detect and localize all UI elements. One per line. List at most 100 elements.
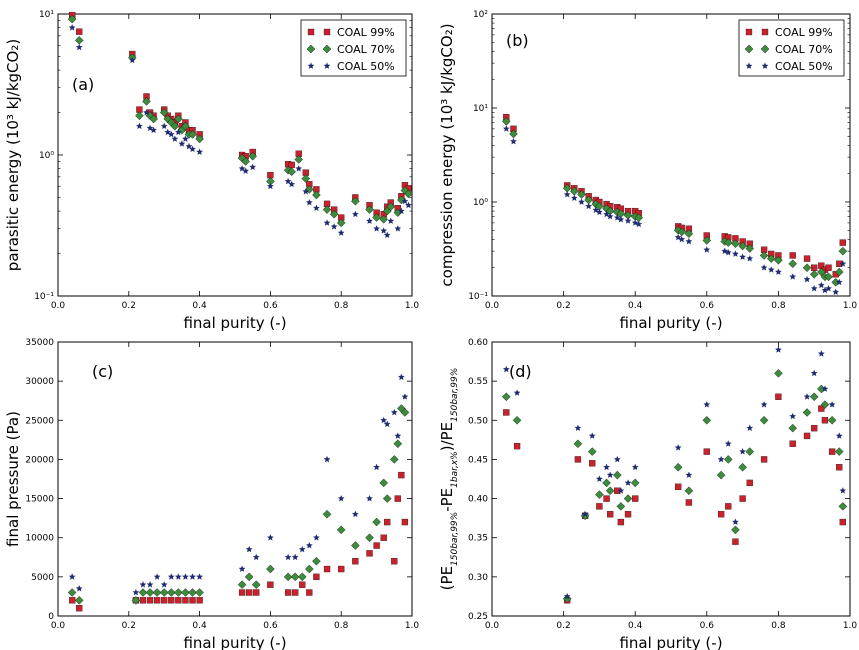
data-point <box>383 420 391 428</box>
data-point <box>759 251 769 260</box>
data-point <box>337 229 345 236</box>
data-point <box>827 416 837 425</box>
data-point <box>386 202 396 211</box>
x-tick-label: 0.0 <box>51 301 66 311</box>
data-point <box>337 494 345 502</box>
panel-b: 0.0 0.2 0.4 0.6 0.8 1.0 10⁻¹ 10⁰ 10¹ 10² final pur… <box>438 10 857 332</box>
data-point <box>739 448 747 455</box>
data-point <box>351 210 359 218</box>
data-point <box>684 486 694 496</box>
data-point <box>152 588 162 597</box>
data-point <box>817 281 825 289</box>
data-point <box>606 471 614 478</box>
data-point <box>373 463 381 471</box>
panel-a: 0.0 0.2 0.4 0.6 0.8 1.0 10⁻¹ 10⁰ 10¹ final purity… <box>4 10 419 332</box>
series-coal-50- <box>68 24 412 239</box>
data-point <box>75 585 83 592</box>
legend-marker <box>745 28 753 36</box>
data-point <box>738 462 747 472</box>
legend-marker <box>323 62 331 69</box>
data-point <box>703 448 710 455</box>
data-point <box>284 177 292 185</box>
data-point <box>606 511 614 518</box>
data-point <box>746 479 753 487</box>
data-point <box>803 393 811 400</box>
data-point <box>838 246 848 256</box>
y-tick-label: 0.35 <box>468 534 488 544</box>
data-point <box>397 195 406 205</box>
x-tick-label: 0.2 <box>556 621 570 631</box>
legend-marker <box>760 44 770 54</box>
x-tick-label: 0.4 <box>192 621 207 631</box>
data-point <box>775 393 782 400</box>
data-point <box>322 205 332 214</box>
data-point <box>284 589 292 596</box>
data-point <box>338 565 345 573</box>
data-point <box>570 194 578 202</box>
data-point <box>802 408 812 417</box>
data-point <box>803 255 811 262</box>
data-point <box>574 424 582 432</box>
data-point <box>803 432 811 440</box>
y-tick-label: 35000 <box>25 338 54 348</box>
data-point <box>305 198 313 206</box>
data-point <box>821 385 829 392</box>
data-point <box>245 545 253 553</box>
legend-label: COAL 70% <box>337 43 395 56</box>
data-point <box>513 389 521 396</box>
legend-marker <box>306 44 316 54</box>
x-tick-label: 0.6 <box>700 301 715 311</box>
data-point <box>166 588 176 597</box>
y-axis-label: compression energy (10³ kJ/kgCO₂) <box>438 23 456 286</box>
data-point <box>767 266 775 273</box>
data-point <box>379 215 388 224</box>
data-point <box>365 205 374 214</box>
data-point <box>174 588 183 597</box>
x-tick-label: 0.8 <box>771 621 786 631</box>
legend-marker <box>322 44 332 54</box>
series-coal-50- <box>502 125 847 296</box>
data-point <box>724 440 732 447</box>
data-point <box>292 589 299 596</box>
data-point <box>150 126 157 134</box>
data-point <box>397 207 405 215</box>
y-axis-label: (PE150bar,99%-PE1bar,x%)/PE150bar,99% <box>438 368 460 591</box>
data-point <box>329 209 339 219</box>
legend: COAL 99% COAL 70% COAL 50% <box>738 19 845 77</box>
data-point <box>401 393 409 400</box>
data-point <box>745 244 755 253</box>
x-tick-label: 1.0 <box>405 301 420 311</box>
x-tick-label: 0.4 <box>628 301 643 311</box>
data-point <box>393 439 403 449</box>
data-point <box>295 165 303 172</box>
data-point <box>160 581 168 588</box>
data-point <box>302 188 310 195</box>
data-point <box>244 572 254 582</box>
data-point <box>578 198 585 205</box>
data-point <box>380 416 388 424</box>
legend-marker <box>323 28 331 36</box>
data-point <box>803 275 811 283</box>
data-point <box>732 538 739 545</box>
data-point <box>149 114 158 124</box>
data-point <box>685 471 693 478</box>
data-point <box>789 273 797 280</box>
data-point <box>502 365 510 373</box>
axes-frame <box>57 341 413 617</box>
x-tick-label: 0.2 <box>122 301 136 311</box>
data-point <box>817 350 825 357</box>
data-point <box>512 416 522 425</box>
data-point <box>174 128 182 136</box>
data-point <box>839 260 847 267</box>
data-point <box>624 511 632 518</box>
series-coal-50- <box>68 373 409 596</box>
data-point <box>182 597 189 604</box>
data-point <box>684 229 694 238</box>
data-point <box>170 121 180 131</box>
x-tick-label: 0.2 <box>556 301 570 311</box>
data-point <box>397 373 405 381</box>
data-point <box>288 161 295 169</box>
y-tick-label: 10⁰ <box>473 198 488 208</box>
data-point <box>839 239 846 246</box>
